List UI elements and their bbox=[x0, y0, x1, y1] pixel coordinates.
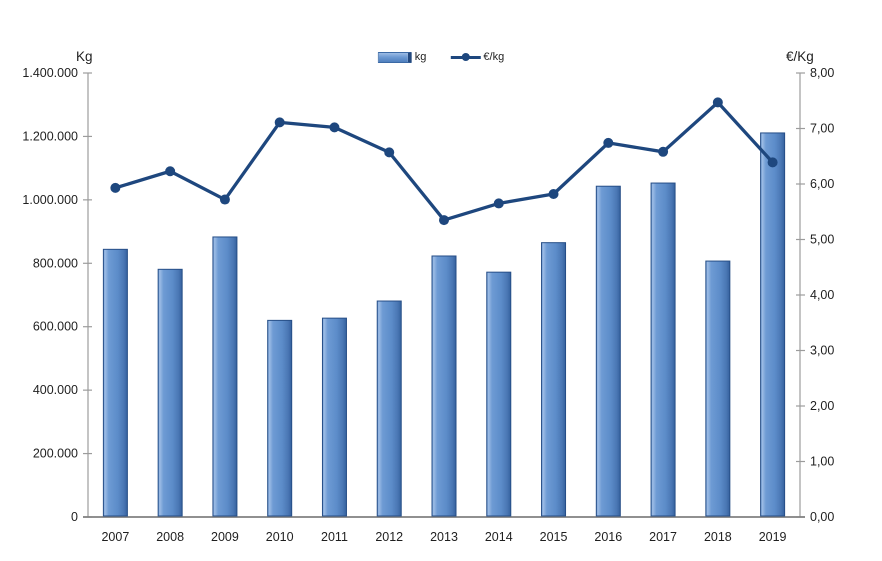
point-2010 bbox=[274, 117, 285, 128]
right-axis-tick-label: 7,00 bbox=[810, 122, 834, 136]
legend: kg €/kg bbox=[377, 51, 504, 63]
left-axis-tick-label: 200.000 bbox=[33, 447, 78, 461]
x-axis-label-2011: 2011 bbox=[321, 530, 348, 544]
point-2009 bbox=[219, 194, 230, 205]
point-2017 bbox=[658, 146, 669, 157]
legend-label-kg: kg bbox=[414, 51, 427, 63]
x-axis-label-2012: 2012 bbox=[375, 530, 403, 544]
x-axis-label-2017: 2017 bbox=[649, 530, 677, 544]
right-axis-tick-label: 8,00 bbox=[810, 66, 834, 80]
right-axis-title: €/Kg bbox=[786, 49, 814, 64]
bar-2017 bbox=[650, 182, 676, 517]
point-2007 bbox=[110, 182, 121, 193]
x-axis-label-2007: 2007 bbox=[101, 530, 129, 544]
point-2008 bbox=[165, 166, 176, 177]
legend-item-kg: kg bbox=[377, 51, 427, 63]
point-2013 bbox=[439, 215, 449, 226]
bar-2009 bbox=[212, 236, 238, 517]
left-axis-tick-label: 1.000.000 bbox=[22, 193, 78, 207]
bar-2007 bbox=[102, 248, 128, 517]
right-axis-tick-label: 5,00 bbox=[810, 233, 834, 247]
point-2011 bbox=[329, 122, 340, 133]
point-2012 bbox=[384, 147, 395, 158]
bar-2011 bbox=[321, 317, 347, 517]
right-axis-tick-label: 4,00 bbox=[810, 288, 834, 302]
right-axis-tick-label: 2,00 bbox=[810, 399, 834, 413]
right-axis-tick-label: 1,00 bbox=[810, 455, 834, 469]
legend-bar-swatch-icon bbox=[377, 51, 412, 63]
bar-2013 bbox=[431, 255, 457, 517]
x-axis-label-2010: 2010 bbox=[266, 530, 294, 544]
bar-2012 bbox=[376, 300, 402, 517]
x-axis-label-2018: 2018 bbox=[704, 530, 732, 544]
bar-2014 bbox=[486, 271, 512, 517]
left-axis-tick-label: 1.200.000 bbox=[22, 129, 78, 143]
legend-item-eur-per-kg: €/kg bbox=[450, 51, 504, 63]
legend-line-swatch-icon bbox=[450, 53, 481, 61]
bar-2018 bbox=[705, 260, 731, 517]
right-axis-tick-label: 3,00 bbox=[810, 344, 834, 358]
left-axis-tick-label: 600.000 bbox=[33, 320, 78, 334]
right-axis-tick-label: 6,00 bbox=[810, 177, 834, 191]
left-axis-tick-label: 1.400.000 bbox=[22, 66, 78, 80]
point-2016 bbox=[603, 137, 614, 148]
right-axis-tick-label: 0,00 bbox=[810, 510, 834, 524]
x-axis-label-2008: 2008 bbox=[156, 530, 184, 544]
x-axis-label-2015: 2015 bbox=[540, 530, 568, 544]
bar-2010 bbox=[267, 319, 293, 517]
legend-line-marker-icon bbox=[461, 53, 470, 61]
x-axis-label-2013: 2013 bbox=[430, 530, 458, 544]
point-2015 bbox=[548, 188, 559, 199]
bar-2016 bbox=[595, 185, 621, 517]
legend-label-eur-per-kg: €/kg bbox=[483, 51, 505, 63]
bar-2008 bbox=[157, 268, 183, 517]
x-axis-label-2014: 2014 bbox=[485, 530, 513, 544]
bar-2019 bbox=[760, 132, 786, 517]
left-axis-tick-label: 800.000 bbox=[33, 256, 78, 270]
x-axis-label-2009: 2009 bbox=[211, 530, 239, 544]
left-axis-title: Kg bbox=[76, 49, 93, 64]
bar-2015 bbox=[541, 242, 567, 517]
point-2019 bbox=[767, 157, 778, 168]
point-2014 bbox=[493, 198, 504, 209]
left-axis-tick-label: 400.000 bbox=[33, 383, 78, 397]
point-2018 bbox=[712, 97, 723, 108]
left-axis-tick-label: 0 bbox=[71, 510, 78, 524]
x-axis-label-2016: 2016 bbox=[594, 530, 622, 544]
x-axis-label-2019: 2019 bbox=[759, 530, 787, 544]
